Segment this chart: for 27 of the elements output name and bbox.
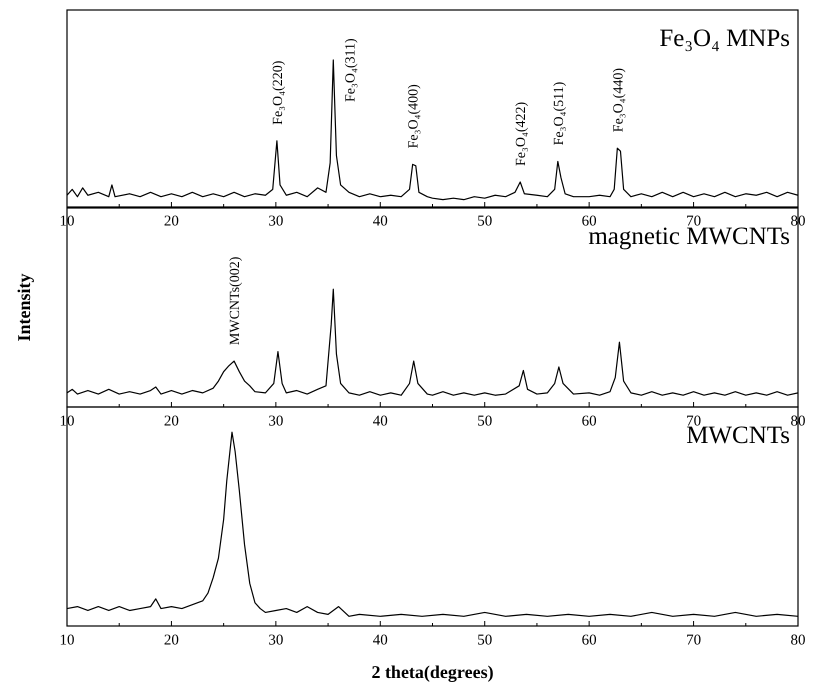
x-tick-label: 50 <box>477 632 492 649</box>
x-tick-label: 10 <box>60 632 74 649</box>
y-axis-title: Intensity <box>14 273 34 342</box>
x-tick-label: 20 <box>164 214 179 230</box>
x-tick-label: 20 <box>164 632 179 649</box>
x-tick-label: 40 <box>372 214 388 230</box>
annotation: Fe₃O₄(440) <box>611 68 626 132</box>
x-tick-label: 40 <box>372 414 388 430</box>
chart-title: Fe₃O₄ MNPs <box>659 25 790 52</box>
annotation: Fe₃O₄(400) <box>406 84 422 148</box>
annotation: MWCNTs(002) <box>228 256 244 346</box>
annotation: Fe₃O₄(311) <box>343 38 358 102</box>
x-tick-label: 30 <box>268 632 284 649</box>
x-tick-label: 30 <box>268 214 284 230</box>
x-tick-label: 30 <box>268 414 284 430</box>
x-tick-label: 50 <box>477 214 492 230</box>
x-tick-label: 60 <box>582 632 597 649</box>
annotation: Fe₃O₄(422) <box>514 101 530 166</box>
x-tick-label: 60 <box>582 414 597 430</box>
x-tick-label: 20 <box>164 414 179 430</box>
x-axis-title: 2 theta(degrees) <box>371 662 494 682</box>
x-tick-label: 40 <box>372 632 388 649</box>
x-tick-label: 80 <box>790 632 806 649</box>
annotation: Fe₃O₄(220) <box>270 60 286 125</box>
annotation: Fe₃O₄(511) <box>552 81 567 146</box>
x-tick-label: 50 <box>477 414 492 430</box>
x-tick-label: 70 <box>686 632 702 649</box>
